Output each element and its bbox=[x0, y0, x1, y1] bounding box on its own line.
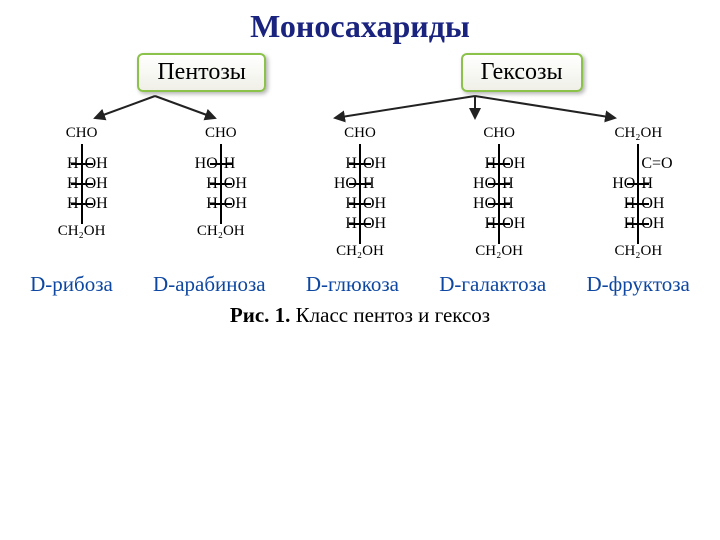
ribose-top: CHO bbox=[66, 126, 98, 144]
glucose-top: CHO bbox=[344, 126, 376, 144]
caption-text: Класс пентоз и гексоз bbox=[290, 303, 490, 327]
figure-caption: Рис. 1. Класс пентоз и гексоз bbox=[0, 303, 720, 328]
fructose-structure: CH₂OH C=O HOH HOH HOH CH₂OH bbox=[607, 126, 669, 262]
galactose-structure: CHO HOH HOH HOH HOH CH₂OH bbox=[468, 126, 530, 262]
ribose-structure: CHO HOH HOH HOH CH₂OH bbox=[51, 126, 113, 262]
glucose-label: D-глюкоза bbox=[306, 272, 399, 297]
arabinose-structure: CHO HOH HOH HOH CH₂OH bbox=[190, 126, 252, 262]
galactose-label: D-галактоза bbox=[439, 272, 546, 297]
fructose-bot: CH₂OH bbox=[614, 244, 662, 262]
category-row: Пентозы Гексозы bbox=[0, 53, 720, 92]
labels-row: D-рибоза D-арабиноза D-глюкоза D-галакто… bbox=[0, 272, 720, 297]
fructose-label: D-фруктоза bbox=[586, 272, 689, 297]
pentose-arrows bbox=[65, 94, 245, 122]
fructose-c2: C=O bbox=[639, 156, 669, 172]
caption-bold: Рис. 1. bbox=[230, 303, 291, 327]
arabinose-label: D-арабиноза bbox=[153, 272, 266, 297]
glucose-bot: CH₂OH bbox=[336, 244, 384, 262]
arabinose-bot: CH₂OH bbox=[197, 224, 245, 242]
hexoses-box: Гексозы bbox=[461, 53, 583, 92]
arrows-row bbox=[0, 94, 720, 122]
pentoses-box: Пентозы bbox=[137, 53, 266, 92]
structures-row: CHO HOH HOH HOH CH₂OH CHO HOH HOH HOH CH… bbox=[0, 126, 720, 262]
ribose-bot: CH₂OH bbox=[58, 224, 106, 242]
hexose-arrows bbox=[295, 94, 655, 122]
glucose-structure: CHO HOH HOH HOH HOH CH₂OH bbox=[329, 126, 391, 262]
galactose-top: CHO bbox=[483, 126, 515, 144]
ribose-label: D-рибоза bbox=[30, 272, 113, 297]
fructose-top: CH₂OH bbox=[614, 126, 662, 144]
arabinose-top: CHO bbox=[205, 126, 237, 144]
galactose-bot: CH₂OH bbox=[475, 244, 523, 262]
main-title: Моносахариды bbox=[0, 0, 720, 45]
